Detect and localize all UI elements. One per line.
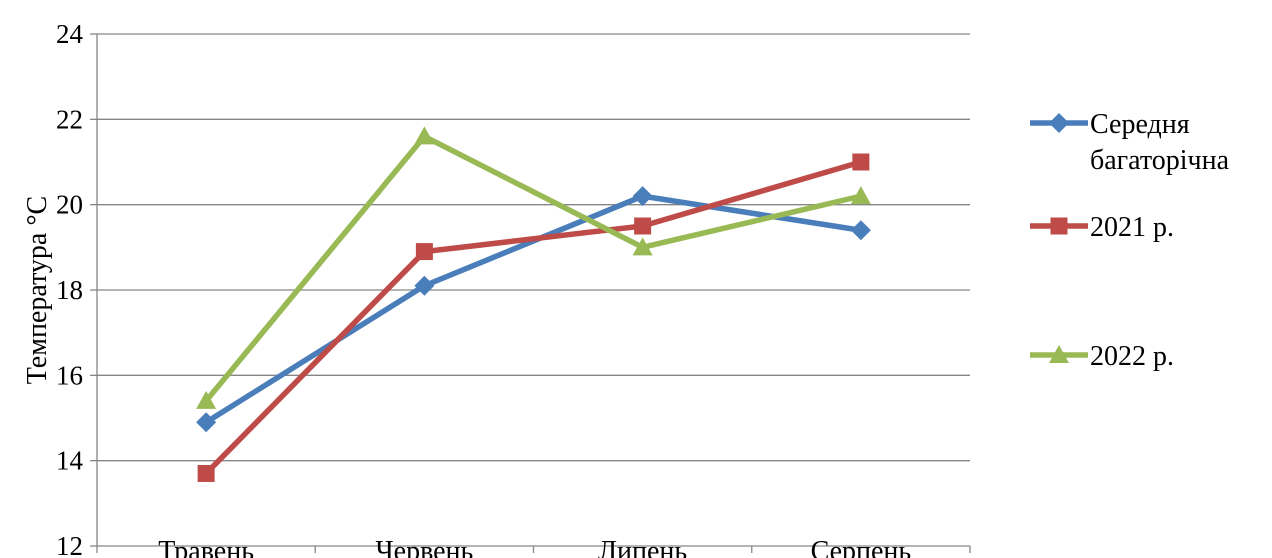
y-tick-label: 22 xyxy=(56,104,83,134)
data-point-diamond xyxy=(850,220,871,241)
series-1 xyxy=(196,186,871,433)
legend-label: 2022 р. xyxy=(1090,341,1174,372)
x-category-label: Травень xyxy=(158,536,254,558)
series-line xyxy=(204,133,862,403)
data-point-triangle xyxy=(850,186,871,205)
y-tick-label: 24 xyxy=(56,19,84,49)
data-point-square xyxy=(634,217,652,235)
y-tick-labels: 12 14 16 18 20 22 24 xyxy=(56,19,84,558)
y-tick-label: 20 xyxy=(56,190,83,220)
series-2 xyxy=(197,153,870,482)
x-category-label: Червень xyxy=(375,536,473,558)
y-tick-label: 12 xyxy=(56,531,83,558)
grid-lines xyxy=(90,33,970,547)
x-category-labels: Травень Червень Липень Серпень xyxy=(158,536,911,558)
data-point-diamond xyxy=(196,412,217,433)
legend-item: 2022 р. xyxy=(1030,341,1174,372)
axes xyxy=(96,34,971,553)
y-axis-label: Температура °C xyxy=(22,196,53,384)
data-point-diamond xyxy=(632,186,653,207)
data-point-triangle xyxy=(1049,345,1069,363)
data-point-triangle xyxy=(414,126,435,145)
data-point-square xyxy=(415,243,433,261)
data-point-square xyxy=(197,464,215,482)
series-lines xyxy=(196,126,871,482)
data-point-triangle xyxy=(632,237,653,256)
y-tick-label: 16 xyxy=(56,360,83,390)
y-tick-label: 14 xyxy=(56,446,84,476)
legend-label: 2021 р. xyxy=(1090,212,1174,243)
data-point-square xyxy=(1050,217,1068,235)
data-point-square xyxy=(852,153,870,171)
legend-label: багаторічна xyxy=(1090,145,1230,176)
data-point-diamond xyxy=(1049,113,1069,133)
data-point-diamond xyxy=(414,275,435,296)
data-point-triangle xyxy=(196,390,217,409)
series-line xyxy=(204,159,862,476)
series-3 xyxy=(196,126,871,409)
x-category-label: Серпень xyxy=(811,536,912,558)
series-line xyxy=(204,193,862,425)
legend-item: Середня багаторічна xyxy=(1030,109,1230,176)
legend: Середня багаторічна 2021 р. 2022 р. xyxy=(1030,109,1230,372)
x-category-label: Липень xyxy=(598,536,687,558)
y-tick-label: 18 xyxy=(56,275,83,305)
legend-label: Середня xyxy=(1090,109,1190,140)
legend-item: 2021 р. xyxy=(1030,212,1174,243)
